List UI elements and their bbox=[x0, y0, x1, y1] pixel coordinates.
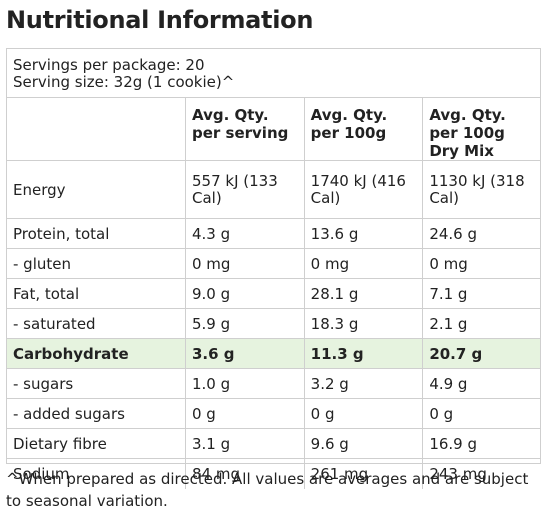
table-row-highlighted: Carbohydrate 3.6 g 11.3 g 20.7 g bbox=[7, 338, 540, 369]
cell-per-100g-dry-mix: 243 mg bbox=[422, 458, 540, 489]
row-label: - sugars bbox=[7, 368, 186, 399]
table-row: - gluten 0 mg 0 mg 0 mg bbox=[7, 248, 540, 279]
cell-per-100g-dry-mix: 1130 kJ (318 Cal) bbox=[422, 160, 540, 219]
cell-per-100g: 0 mg bbox=[303, 248, 424, 279]
table-row: Protein, total 4.3 g 13.6 g 24.6 g bbox=[7, 218, 540, 249]
cell-per-100g-dry-mix: 2.1 g bbox=[422, 308, 540, 339]
cell-per-100g: 9.6 g bbox=[303, 428, 424, 459]
header-blank bbox=[7, 97, 186, 161]
table-row: Energy 557 kJ (133 Cal) 1740 kJ (416 Cal… bbox=[7, 160, 540, 219]
row-label: Dietary fibre bbox=[7, 428, 186, 459]
cell-per-serving: 557 kJ (133 Cal) bbox=[185, 160, 305, 219]
row-label: - saturated bbox=[7, 308, 186, 339]
cell-per-100g-dry-mix: 16.9 g bbox=[422, 428, 540, 459]
cell-per-serving: 9.0 g bbox=[185, 278, 305, 309]
cell-per-serving: 0 g bbox=[185, 398, 305, 429]
cell-per-serving: 5.9 g bbox=[185, 308, 305, 339]
cell-per-100g: 3.2 g bbox=[303, 368, 424, 399]
row-label: - added sugars bbox=[7, 398, 186, 429]
row-label: Energy bbox=[7, 160, 186, 219]
header-per-100g-dry-mix: Avg. Qty. per 100g Dry Mix bbox=[422, 97, 540, 161]
cell-per-100g-dry-mix: 4.9 g bbox=[422, 368, 540, 399]
cell-per-serving: 1.0 g bbox=[185, 368, 305, 399]
cell-per-serving: 3.6 g bbox=[185, 338, 305, 369]
row-label: - gluten bbox=[7, 248, 186, 279]
cell-per-100g: 11.3 g bbox=[303, 338, 424, 369]
table-row: Dietary fibre 3.1 g 9.6 g 16.9 g bbox=[7, 428, 540, 459]
table-row: Sodium 84 mg 261 mg 243 mg bbox=[7, 458, 540, 489]
cell-per-100g: 13.6 g bbox=[303, 218, 424, 249]
header-per-100g: Avg. Qty. per 100g bbox=[303, 97, 424, 161]
cell-per-100g: 0 g bbox=[303, 398, 424, 429]
table-row: - sugars 1.0 g 3.2 g 4.9 g bbox=[7, 368, 540, 399]
cell-per-100g: 1740 kJ (416 Cal) bbox=[303, 160, 424, 219]
row-label: Fat, total bbox=[7, 278, 186, 309]
cell-per-100g-dry-mix: 7.1 g bbox=[422, 278, 540, 309]
page-title: Nutritional Information bbox=[6, 6, 314, 34]
nutrition-panel: Servings per package: 20 Serving size: 3… bbox=[6, 48, 541, 489]
cell-per-100g-dry-mix: 24.6 g bbox=[422, 218, 540, 249]
cell-per-100g: 18.3 g bbox=[303, 308, 424, 339]
serving-info: Servings per package: 20 Serving size: 3… bbox=[13, 57, 234, 91]
cell-per-100g: 28.1 g bbox=[303, 278, 424, 309]
cell-per-100g-dry-mix: 0 g bbox=[422, 398, 540, 429]
header-per-serving: Avg. Qty. per serving bbox=[185, 97, 305, 161]
cell-per-100g: 261 mg bbox=[303, 458, 424, 489]
cell-per-serving: 4.3 g bbox=[185, 218, 305, 249]
cell-per-serving: 84 mg bbox=[185, 458, 305, 489]
cell-per-100g-dry-mix: 0 mg bbox=[422, 248, 540, 279]
nutrition-table: Avg. Qty. per serving Avg. Qty. per 100g… bbox=[7, 97, 540, 489]
cell-per-serving: 3.1 g bbox=[185, 428, 305, 459]
table-header-row: Avg. Qty. per serving Avg. Qty. per 100g… bbox=[7, 97, 540, 161]
cell-per-100g-dry-mix: 20.7 g bbox=[422, 338, 540, 369]
table-row: - saturated 5.9 g 18.3 g 2.1 g bbox=[7, 308, 540, 339]
servings-per-package: Servings per package: 20 bbox=[13, 56, 205, 74]
footnote: ^When prepared as directed. All values a… bbox=[6, 470, 529, 510]
table-row: Fat, total 9.0 g 28.1 g 7.1 g bbox=[7, 278, 540, 309]
row-label: Protein, total bbox=[7, 218, 186, 249]
cell-per-serving: 0 mg bbox=[185, 248, 305, 279]
serving-size: Serving size: 32g (1 cookie)^ bbox=[13, 73, 235, 91]
table-row: - added sugars 0 g 0 g 0 g bbox=[7, 398, 540, 429]
row-label: Sodium bbox=[7, 458, 186, 489]
row-label: Carbohydrate bbox=[7, 338, 186, 369]
